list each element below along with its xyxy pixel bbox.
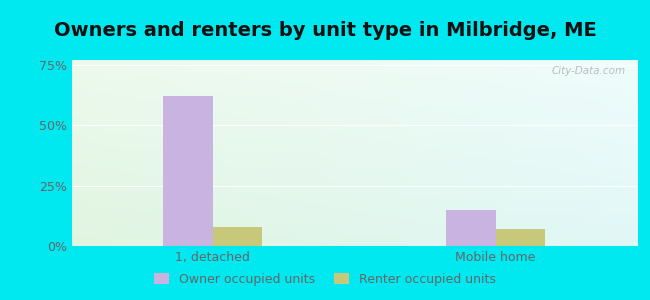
Legend: Owner occupied units, Renter occupied units: Owner occupied units, Renter occupied un… (149, 268, 501, 291)
Bar (163, 96, 213, 246)
Text: City-Data.com: City-Data.com (552, 66, 626, 76)
Bar (495, 229, 545, 246)
Bar (446, 210, 495, 246)
Bar (213, 227, 263, 246)
Text: Owners and renters by unit type in Milbridge, ME: Owners and renters by unit type in Milbr… (53, 21, 597, 40)
